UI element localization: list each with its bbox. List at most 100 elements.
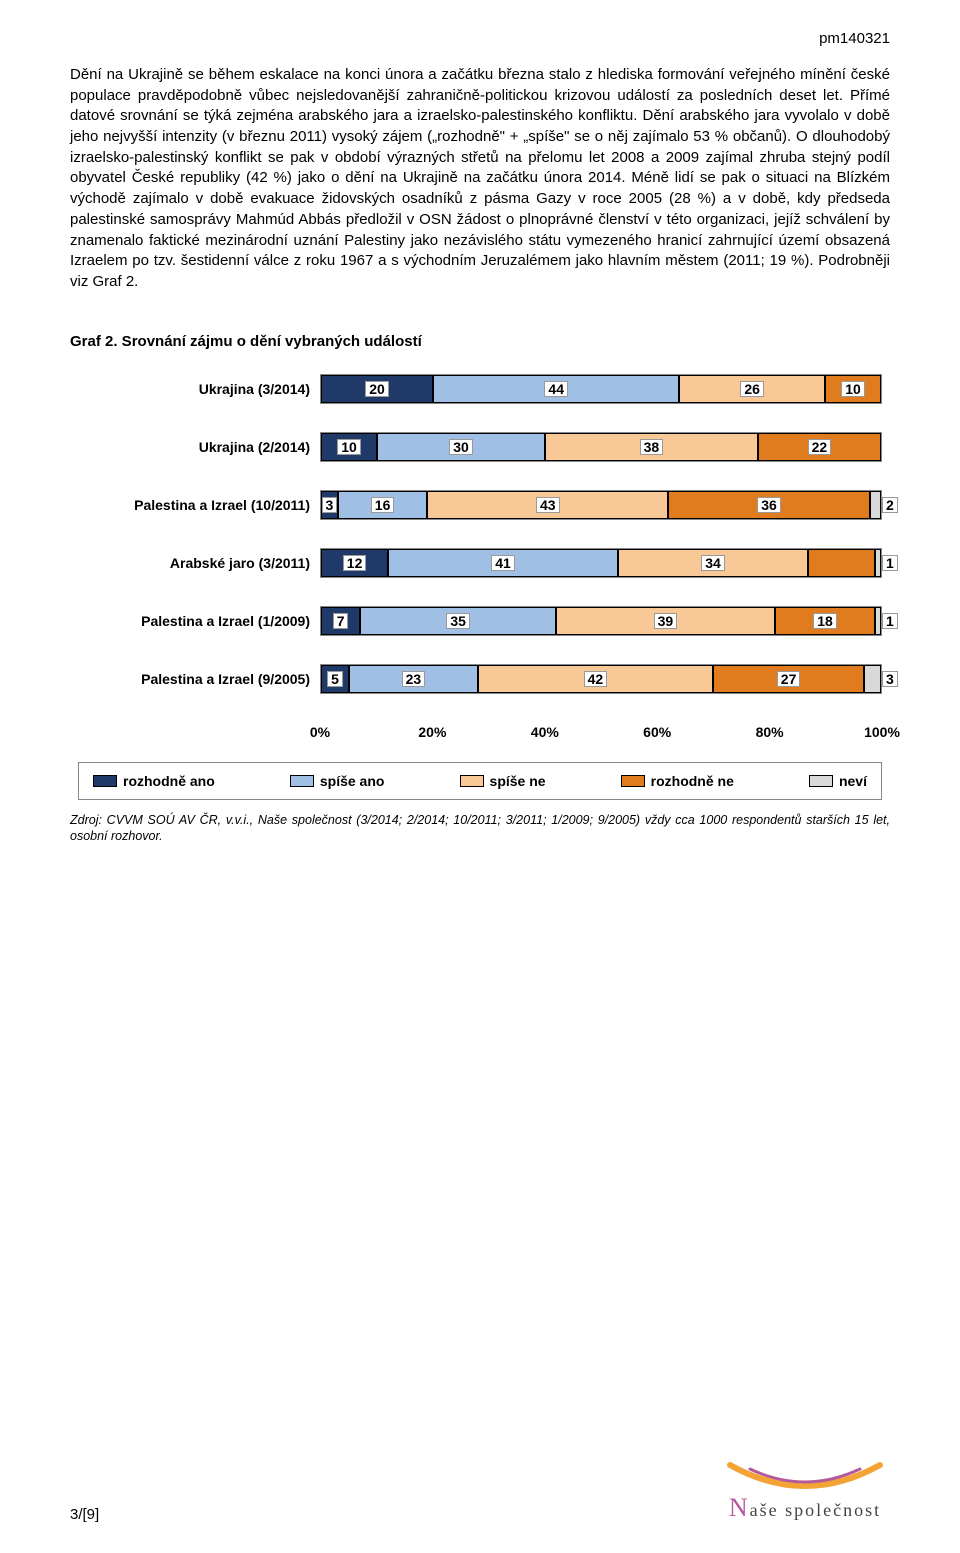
legend-swatch-icon bbox=[290, 775, 314, 787]
chart-segment: 42 bbox=[478, 665, 713, 693]
document-id: pm140321 bbox=[70, 30, 890, 47]
chart-segment-value: 7 bbox=[333, 613, 349, 629]
chart-segment-value: 16 bbox=[371, 497, 395, 513]
chart-segment-value: 2 bbox=[882, 497, 898, 513]
axis-tick: 100% bbox=[864, 724, 900, 740]
logo-rest: aše společnost bbox=[750, 1500, 881, 1520]
axis-tick: 60% bbox=[643, 724, 671, 740]
body-paragraph: Dění na Ukrajině se během eskalace na ko… bbox=[70, 65, 890, 293]
chart-row-label: Palestina a Izrael (1/2009) bbox=[78, 613, 320, 629]
chart-bar: 10 30 38 22 bbox=[320, 432, 882, 462]
chart-segment: 16 bbox=[338, 491, 428, 519]
legend-swatch-icon bbox=[460, 775, 484, 787]
chart-segment-value: 43 bbox=[536, 497, 560, 513]
chart-legend: rozhodně ano spíše ano spíše ne rozhodně ne… bbox=[78, 762, 882, 800]
chart-segment: 39 bbox=[556, 607, 774, 635]
chart-row-label: Arabské jaro (3/2011) bbox=[78, 555, 320, 571]
chart-segment: 27 bbox=[713, 665, 864, 693]
chart-segment: 43 bbox=[427, 491, 668, 519]
legend-label: spíše ano bbox=[320, 773, 385, 789]
chart: Ukrajina (3/2014)20442610Ukrajina (2/201… bbox=[70, 374, 890, 800]
chart-segment: 26 bbox=[679, 375, 825, 403]
chart-segment-value: 22 bbox=[808, 439, 832, 455]
chart-segment: 18 bbox=[775, 607, 876, 635]
chart-bar: 1241341 bbox=[320, 548, 882, 578]
legend-label: rozhodně ne bbox=[651, 773, 734, 789]
source-note: Zdroj: CVVM SOÚ AV ČR, v.v.i., Naše spol… bbox=[70, 812, 890, 846]
axis-tick: 0% bbox=[310, 724, 330, 740]
axis-tick: 80% bbox=[756, 724, 784, 740]
logo: Naše společnost bbox=[720, 1457, 890, 1523]
legend-item: spíše ne bbox=[460, 773, 546, 789]
chart-bar: 20 44 26 10 bbox=[320, 374, 882, 404]
chart-segment-value: 39 bbox=[654, 613, 678, 629]
chart-segment-value: 38 bbox=[640, 439, 664, 455]
legend-item: neví bbox=[809, 773, 867, 789]
chart-segment: 7 bbox=[321, 607, 360, 635]
chart-row: Ukrajina (3/2014) 20 44 26 10 bbox=[78, 374, 882, 404]
chart-segment-value: 34 bbox=[701, 555, 725, 571]
logo-initial: N bbox=[729, 1493, 750, 1522]
chart-segment: 36 bbox=[668, 491, 870, 519]
legend-item: spíše ano bbox=[290, 773, 385, 789]
chart-segment: 38 bbox=[545, 433, 758, 461]
chart-segment: 44 bbox=[433, 375, 679, 403]
chart-segment: 1 bbox=[875, 607, 881, 635]
chart-segment: 35 bbox=[360, 607, 556, 635]
legend-item: rozhodně ano bbox=[93, 773, 215, 789]
chart-segment: 1 bbox=[875, 549, 881, 577]
chart-segment-value: 36 bbox=[757, 497, 781, 513]
chart-segment-value: 3 bbox=[882, 671, 898, 687]
legend-label: rozhodně ano bbox=[123, 773, 215, 789]
chart-segment-value: 23 bbox=[402, 671, 426, 687]
chart-row: Palestina a Izrael (1/2009) 7 35 39 18 1 bbox=[78, 606, 882, 636]
chart-segment-value: 1 bbox=[882, 555, 898, 571]
chart-segment-value: 5 bbox=[327, 671, 343, 687]
chart-segment: 22 bbox=[758, 433, 881, 461]
chart-segment-value: 26 bbox=[740, 381, 764, 397]
chart-segment: 10 bbox=[825, 375, 881, 403]
chart-segment-value: 42 bbox=[584, 671, 608, 687]
chart-segment: 20 bbox=[321, 375, 433, 403]
chart-bar: 7 35 39 18 1 bbox=[320, 606, 882, 636]
chart-segment-value: 1 bbox=[882, 613, 898, 629]
chart-row: Palestina a Izrael (10/2011)3 16 43 36 2 bbox=[78, 490, 882, 520]
chart-segment-value: 20 bbox=[365, 381, 389, 397]
page-number: 3/[9] bbox=[70, 1506, 99, 1523]
chart-bar: 3 16 43 36 2 bbox=[320, 490, 882, 520]
chart-segment-value: 35 bbox=[446, 613, 470, 629]
legend-label: neví bbox=[839, 773, 867, 789]
chart-segment-value: 10 bbox=[337, 439, 361, 455]
chart-segment: 2 bbox=[870, 491, 881, 519]
chart-segment-value: 10 bbox=[841, 381, 865, 397]
logo-arc-icon bbox=[720, 1457, 890, 1495]
chart-row-label: Ukrajina (3/2014) bbox=[78, 381, 320, 397]
chart-row: Palestina a Izrael (9/2005) 5 23 42 273 bbox=[78, 664, 882, 694]
legend-swatch-icon bbox=[621, 775, 645, 787]
chart-segment: 23 bbox=[349, 665, 478, 693]
legend-item: rozhodně ne bbox=[621, 773, 734, 789]
chart-row-label: Palestina a Izrael (9/2005) bbox=[78, 671, 320, 687]
chart-segment-value: 41 bbox=[491, 555, 515, 571]
legend-swatch-icon bbox=[93, 775, 117, 787]
chart-segment: 5 bbox=[321, 665, 349, 693]
chart-title: Graf 2. Srovnání zájmu o dění vybraných … bbox=[70, 333, 890, 350]
legend-swatch-icon bbox=[809, 775, 833, 787]
chart-bar: 5 23 42 273 bbox=[320, 664, 882, 694]
chart-segment bbox=[808, 549, 875, 577]
chart-row: Ukrajina (2/2014) 10 30 38 22 bbox=[78, 432, 882, 462]
chart-row-label: Ukrajina (2/2014) bbox=[78, 439, 320, 455]
chart-segment: 41 bbox=[388, 549, 618, 577]
chart-segment: 3 bbox=[321, 491, 338, 519]
chart-row-label: Palestina a Izrael (10/2011) bbox=[78, 497, 320, 513]
chart-axis: 0%20%40%60%80%100% bbox=[78, 722, 882, 744]
logo-text: Naše společnost bbox=[729, 1493, 881, 1523]
chart-segment-value: 30 bbox=[449, 439, 473, 455]
chart-segment-value: 44 bbox=[544, 381, 568, 397]
axis-tick: 20% bbox=[418, 724, 446, 740]
chart-segment-value: 18 bbox=[813, 613, 837, 629]
chart-segment: 3 bbox=[864, 665, 881, 693]
page-footer: 3/[9] Naše společnost bbox=[70, 1457, 890, 1523]
chart-segment: 10 bbox=[321, 433, 377, 461]
legend-label: spíše ne bbox=[490, 773, 546, 789]
